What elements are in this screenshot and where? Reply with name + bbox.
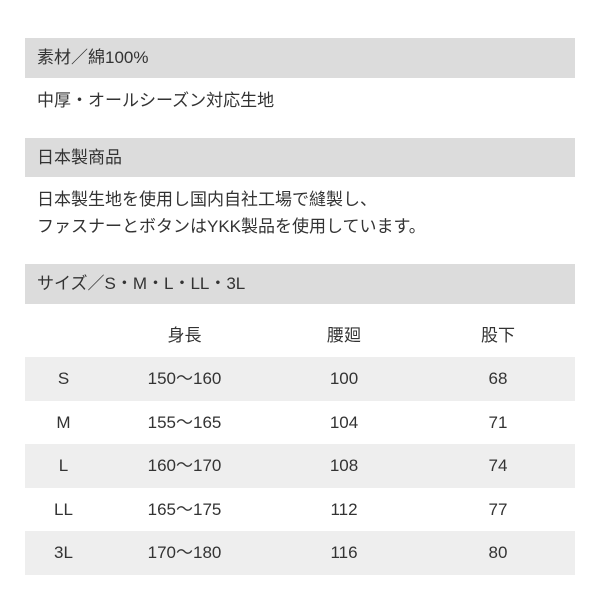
size-header: サイズ／S・M・L・LL・3L xyxy=(25,264,575,304)
cell-size: 3L xyxy=(25,531,102,575)
size-table-body: S 150～160 100 68 M 155～165 104 71 L 160～… xyxy=(25,357,575,575)
cell-inseam: 71 xyxy=(421,401,575,445)
material-header: 素材／綿100% xyxy=(25,38,575,78)
cell-size: L xyxy=(25,444,102,488)
origin-body: 日本製生地を使用し国内自社工場で縫製し、 ファスナーとボタンはYKK製品を使用し… xyxy=(25,187,575,246)
cell-height: 165～175 xyxy=(102,488,267,532)
cell-waist: 104 xyxy=(267,401,421,445)
cell-height: 170～180 xyxy=(102,531,267,575)
col-size-header xyxy=(25,314,102,358)
origin-header: 日本製商品 xyxy=(25,138,575,178)
cell-inseam: 68 xyxy=(421,357,575,401)
cell-waist: 112 xyxy=(267,488,421,532)
cell-inseam: 77 xyxy=(421,488,575,532)
col-inseam-header: 股下 xyxy=(421,314,575,358)
origin-body-line2: ファスナーとボタンはYKK製品を使用しています。 xyxy=(37,217,426,236)
size-table: 身長 腰廻 股下 S 150～160 100 68 M 155～165 104 … xyxy=(25,314,575,575)
col-height-header: 身長 xyxy=(102,314,267,358)
table-row: M 155～165 104 71 xyxy=(25,401,575,445)
size-table-header-row: 身長 腰廻 股下 xyxy=(25,314,575,358)
cell-inseam: 74 xyxy=(421,444,575,488)
table-row: L 160～170 108 74 xyxy=(25,444,575,488)
col-waist-header: 腰廻 xyxy=(267,314,421,358)
material-body: 中厚・オールシーズン対応生地 xyxy=(25,88,575,120)
size-header-text: サイズ／S・M・L・LL・3L xyxy=(37,274,245,293)
cell-waist: 108 xyxy=(267,444,421,488)
material-body-text: 中厚・オールシーズン対応生地 xyxy=(37,91,274,110)
cell-waist: 116 xyxy=(267,531,421,575)
cell-size: S xyxy=(25,357,102,401)
table-row: S 150～160 100 68 xyxy=(25,357,575,401)
material-header-text: 素材／綿100% xyxy=(37,48,148,67)
origin-header-text: 日本製商品 xyxy=(37,148,122,167)
cell-waist: 100 xyxy=(267,357,421,401)
origin-body-line1: 日本製生地を使用し国内自社工場で縫製し、 xyxy=(37,190,377,209)
cell-height: 155～165 xyxy=(102,401,267,445)
cell-size: M xyxy=(25,401,102,445)
table-row: 3L 170～180 116 80 xyxy=(25,531,575,575)
cell-inseam: 80 xyxy=(421,531,575,575)
cell-size: LL xyxy=(25,488,102,532)
cell-height: 160～170 xyxy=(102,444,267,488)
table-row: LL 165～175 112 77 xyxy=(25,488,575,532)
cell-height: 150～160 xyxy=(102,357,267,401)
